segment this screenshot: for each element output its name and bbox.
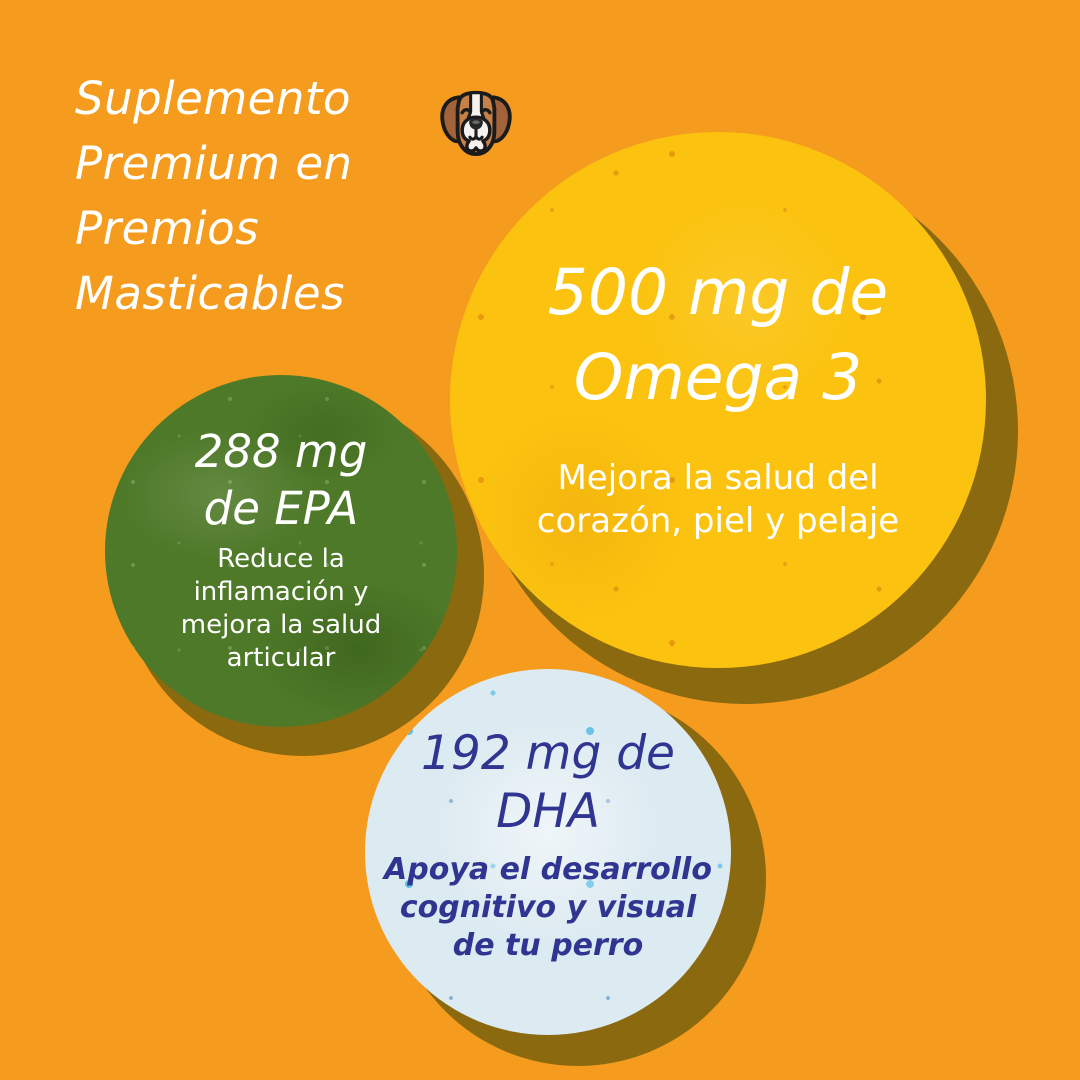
epa-amount: 288 mg de EPA: [105, 423, 457, 537]
dha-circle: 192 mg de DHA Apoya el desarrollo cognit…: [365, 669, 731, 1035]
epa-amount-line-1: 288 mg: [194, 425, 368, 478]
omega-benefit-line-2: corazón, piel y pelaje: [536, 501, 900, 541]
omega-amount-line-2: Omega 3: [573, 341, 863, 414]
dha-benefit-line-1: Apoya el desarrollo: [384, 852, 712, 887]
title-line-4: Masticables: [75, 267, 346, 320]
title-line-2: Premium en: [75, 137, 353, 190]
dha-amount-line-1: 192 mg de: [421, 726, 675, 781]
epa-benefit-line-2: inflamación y: [193, 577, 369, 607]
epa-benefit-line-3: mejora la salud: [180, 610, 382, 640]
epa-amount-line-2: de EPA: [203, 482, 359, 535]
title-line-3: Premios: [75, 202, 260, 255]
epa-benefit: Reduce la inflamación y mejora la salud …: [105, 543, 457, 675]
title-line-1: Suplemento: [75, 72, 352, 125]
omega-circle: 500 mg de Omega 3 Mejora la salud del co…: [450, 132, 986, 668]
epa-benefit-line-1: Reduce la: [217, 544, 345, 574]
dha-benefit-line-3: de tu perro: [452, 928, 644, 963]
dha-benefit: Apoya el desarrollo cognitivo y visual d…: [365, 851, 731, 965]
page-title: Suplemento Premium en Premios Masticable…: [75, 66, 353, 326]
omega-amount: 500 mg de Omega 3: [450, 250, 986, 420]
dha-benefit-line-2: cognitivo y visual: [399, 890, 697, 925]
omega-benefit: Mejora la salud del corazón, piel y pela…: [450, 457, 986, 543]
omega-benefit-line-1: Mejora la salud del: [557, 458, 879, 498]
dha-amount-line-2: DHA: [496, 784, 600, 839]
omega-amount-line-1: 500 mg de: [547, 256, 889, 329]
epa-circle: 288 mg de EPA Reduce la inflamación y me…: [105, 375, 457, 727]
dha-amount: 192 mg de DHA: [365, 725, 731, 841]
st-bernard-dog-icon: [430, 82, 522, 174]
epa-benefit-line-4: articular: [226, 643, 336, 673]
